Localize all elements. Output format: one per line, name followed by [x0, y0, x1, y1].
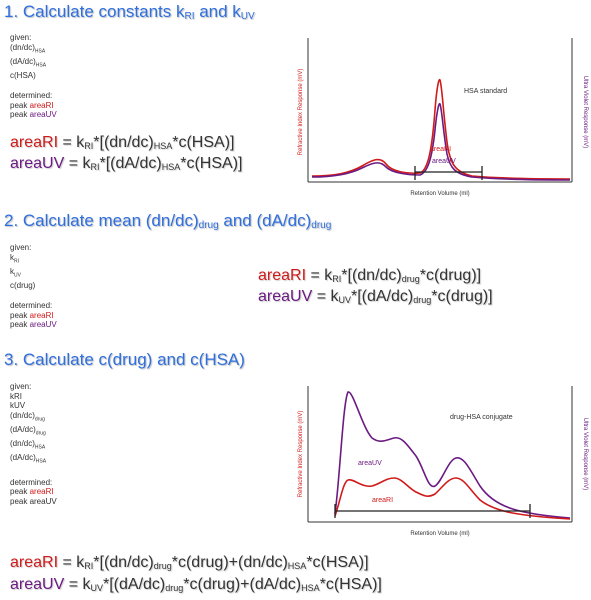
step2-title-sub2: drug: [311, 220, 332, 231]
given-label: given:: [10, 382, 32, 391]
y-axis-left-label: Refractive Index Response (mV): [298, 69, 304, 156]
determined-item: peak areaRI: [10, 100, 54, 110]
given-item: kRI: [10, 252, 19, 265]
step1-equation-ri: areaRI = kRI*[(dn/dc)HSA*c(HSA)]: [10, 134, 235, 151]
determined-label: determined:: [10, 91, 53, 101]
step2-equation-uv: areaUV = kUV*[(dA/dc)drug*c(drug)]: [258, 288, 493, 305]
uv-curve: [334, 391, 571, 519]
chart-drug-hsa-conjugate: drug-HSA conjugate areaUV areaRI Retenti…: [298, 386, 588, 537]
determined-item: peak areaUV: [10, 110, 57, 120]
step3-equation-uv: areaUV = kUV*[(dA/dc)drug*c(drug)+(dA/dc…: [10, 576, 382, 593]
given-label: given:: [10, 33, 32, 42]
step1-title-sub2: UV: [240, 11, 255, 22]
area-ri-label: areaRI: [372, 497, 393, 504]
x-axis-label: Retention Volume (ml): [410, 531, 469, 537]
step3-title: 3. Calculate c(drug) and c(HSA): [4, 350, 245, 369]
given-item: (dn/dc)HSA: [10, 438, 46, 451]
chart-hsa-standard: HSA standard areaRI areaUV Retention Vol…: [298, 38, 588, 197]
step1-given-list: given: (dn/dc)HSA (dA/dc)HSA c(HSA) dete…: [10, 33, 57, 120]
given-item: (dn/dc)drug: [10, 410, 45, 423]
given-item: kUV: [10, 266, 21, 279]
given-item: kRI: [10, 391, 22, 401]
area-ri-label: areaRI: [430, 146, 451, 153]
x-axis-label: Retention Volume (ml): [410, 191, 469, 197]
step3-given-list: given: kRI kUV (dn/dc)drug (dA/dc)drug (…: [10, 382, 57, 506]
step1-title-text: 1. Calculate constants k: [4, 2, 185, 21]
step2-title-sub1: drug: [198, 220, 219, 231]
annotation: HSA standard: [464, 88, 507, 95]
uv-curve: [311, 102, 571, 181]
determined-item: peak areaUV: [10, 496, 57, 506]
ri-curve: [311, 78, 571, 180]
y-axis-left-label: Refractive Index Response (mV): [298, 411, 304, 498]
given-label: given:: [10, 243, 32, 252]
step1-title-mid: and k: [194, 2, 241, 21]
step2-equation-ri: areaRI = kRI*[(dn/dc)drug*c(drug)]: [258, 267, 482, 284]
step2-title: 2. Calculate mean (dn/dc)drug and (dA/dc…: [4, 211, 331, 231]
step3-equation-ri: areaRI = kRI*[(dn/dc)drug*c(drug)+(dn/dc…: [10, 554, 369, 571]
annotation: drug-HSA conjugate: [450, 414, 513, 421]
y-axis-right-label: Ultra Violet Response (mV): [582, 418, 588, 491]
determined-item: peak areaRI: [10, 310, 54, 320]
determined-label: determined:: [10, 477, 53, 487]
area-uv-label: areaUV: [358, 460, 382, 467]
given-item: (dn/dc)HSA: [10, 42, 46, 55]
step1-title: 1. Calculate constants kRI and kUV: [4, 2, 255, 22]
given-item: kUV: [10, 401, 26, 410]
step2-title-text: 2. Calculate mean (dn/dc): [4, 211, 199, 230]
ri-curve: [334, 477, 571, 520]
given-item: (dA/dc)drug: [10, 424, 46, 437]
determined-label: determined:: [10, 301, 53, 311]
step1-equation-uv: areaUV = kRI*[(dA/dc)HSA*c(HSA)]: [10, 155, 243, 172]
determined-item: peak areaRI: [10, 487, 54, 497]
step1-title-sub1: RI: [184, 11, 195, 22]
step2-title-mid: and (dA/dc): [218, 211, 312, 230]
given-item: c(HSA): [10, 70, 36, 80]
given-item: c(drug): [10, 280, 36, 290]
given-item: (dA/dc)HSA: [10, 452, 47, 465]
determined-item: peak areaUV: [10, 320, 57, 330]
step2-given-list: given: kRI kUV c(drug) determined: peak …: [10, 243, 57, 330]
area-uv-label: areaUV: [432, 158, 456, 165]
y-axis-right-label: Ultra Violet Response (mV): [582, 76, 588, 149]
given-item: (dA/dc)HSA: [10, 56, 47, 69]
